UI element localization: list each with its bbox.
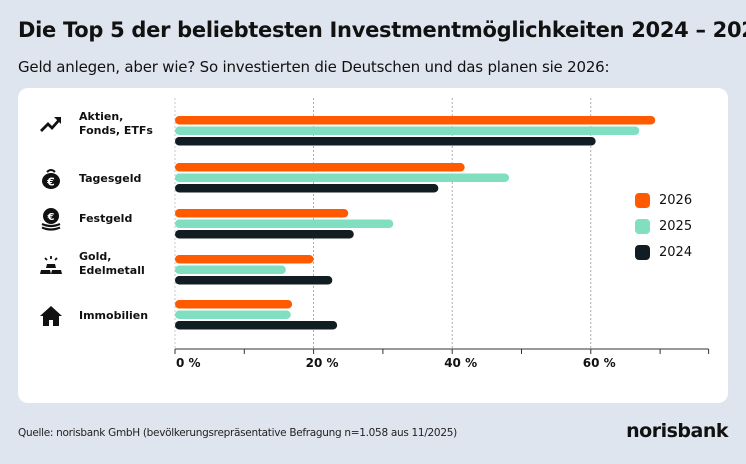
coin-stack-icon: € (38, 206, 64, 232)
category-0: Aktien, Fonds, ETFs (38, 110, 159, 138)
svg-text:€: € (46, 176, 55, 189)
chart-subtitle: Geld anlegen, aber wie? So investierten … (18, 58, 610, 76)
x-tick-label: 40 % (444, 356, 477, 370)
norisbank-logo: norisbank (626, 420, 728, 442)
bar-2026-3 (175, 255, 314, 264)
chart-card: 0 % 20 % 40 % 60 % Aktien, Fonds, ETFs € Tage… (18, 88, 728, 403)
source-note: Quelle: norisbank GmbH (bevölkerungsrepr… (18, 427, 457, 439)
gold-bars-icon (38, 251, 64, 277)
legend-swatch (635, 245, 650, 260)
legend-item-2024: 2024 (635, 245, 692, 260)
house-icon (38, 303, 64, 329)
bar-2024-3 (175, 276, 333, 285)
bar-2026-0 (175, 116, 656, 125)
bar-2024-2 (175, 230, 354, 239)
category-3: Gold, Edelmetall (38, 250, 159, 278)
category-label: Tagesgeld (79, 172, 142, 185)
bar-2024-0 (175, 137, 596, 146)
chart-title: Die Top 5 der beliebtesten Investmentmög… (18, 18, 746, 42)
legend-swatch (635, 219, 650, 234)
bar-2024-4 (175, 321, 338, 330)
svg-text:€: € (47, 212, 55, 223)
category-label: Gold, Edelmetall (79, 250, 145, 277)
coin-purse-icon: € (38, 166, 64, 192)
category-1: € Tagesgeld (38, 166, 159, 192)
legend-swatch (635, 193, 650, 208)
bar-2025-3 (175, 265, 286, 274)
bar-chart: 0 % 20 % 40 % 60 % (174, 98, 710, 370)
legend-label: 2024 (659, 245, 693, 260)
x-tick-label: 20 % (306, 356, 339, 370)
bar-2026-1 (175, 163, 465, 172)
category-label: Aktien, Fonds, ETFs (79, 110, 153, 137)
category-label: Immobilien (79, 309, 149, 322)
bar-2026-2 (175, 209, 349, 218)
legend-item-2026: 2026 (635, 193, 692, 208)
legend-item-2025: 2025 (635, 219, 692, 234)
trend-up-icon (38, 111, 64, 137)
bar-2025-2 (175, 219, 394, 228)
bar-2025-1 (175, 173, 510, 182)
legend-label: 2025 (659, 219, 693, 234)
bar-2024-1 (175, 184, 439, 193)
x-tick-label: 60 % (583, 356, 616, 370)
x-tick-label: 0 % (176, 356, 201, 370)
category-4: Immobilien (38, 303, 159, 329)
category-2: € Festgeld (38, 206, 159, 232)
legend-label: 2026 (659, 193, 693, 208)
bar-2026-4 (175, 300, 293, 309)
category-label: Festgeld (79, 212, 133, 225)
bar-2025-4 (175, 310, 291, 319)
bar-2025-0 (175, 126, 640, 135)
